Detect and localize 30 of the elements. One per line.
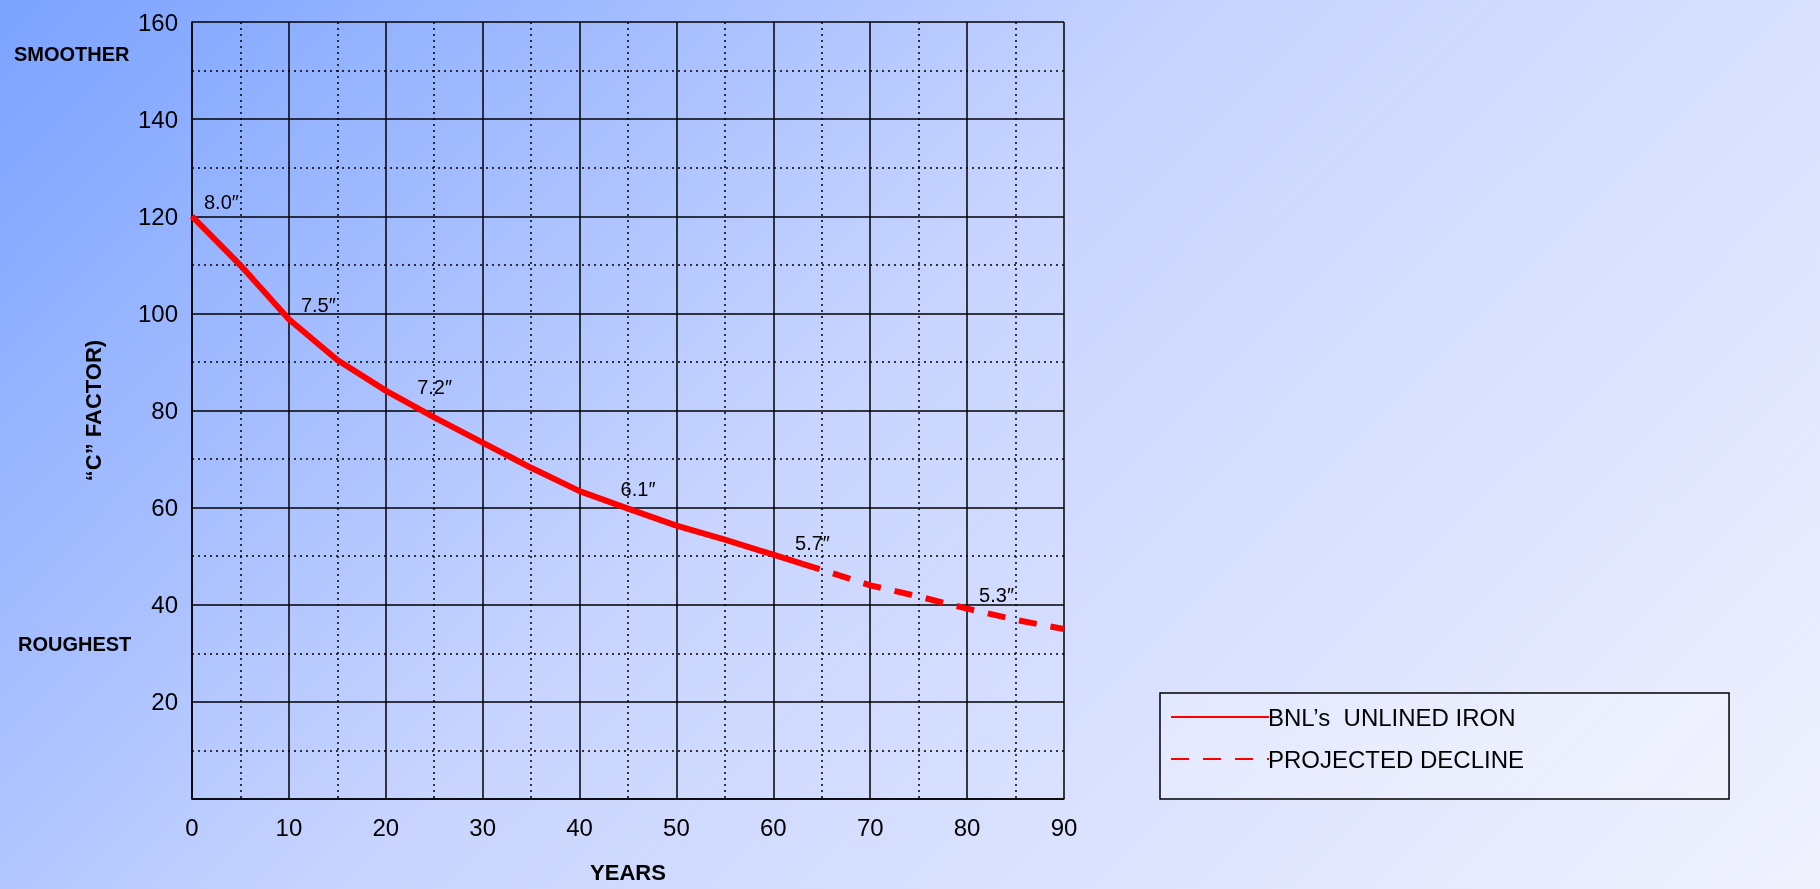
y-axis-title: “C” FACTOR) [80, 339, 106, 482]
x-tick-label: 10 [275, 813, 303, 841]
y-tick-label: 160 [137, 8, 178, 36]
annotation: 8.0″ [204, 191, 239, 214]
y-tick-label: 80 [151, 397, 178, 424]
text: ROUGHEST [18, 633, 132, 655]
y-tick-label: 60 [151, 494, 178, 522]
x-tick-label: 50 [663, 813, 690, 841]
y-tick-label: 100 [137, 299, 178, 327]
annotation: 7.5″ [300, 294, 336, 317]
x-axis-title: YEARS [590, 859, 666, 885]
y-tick-label: 140 [137, 105, 178, 133]
x-tick-label: 30 [469, 813, 497, 841]
x-tick-label: 40 [566, 813, 593, 841]
x-tick-label: 70 [856, 813, 884, 841]
legend-label: BNL’s UNLINED IRON [1268, 703, 1516, 731]
x-tick-label: 90 [1050, 813, 1078, 841]
y-tick-label: 120 [137, 202, 178, 230]
x-tick-label: 60 [759, 813, 787, 841]
x-tick-label: 20 [372, 813, 400, 841]
y-tick-label: 20 [151, 688, 178, 716]
y-tick-label: 40 [151, 591, 178, 619]
annotation: 7.2″ [417, 375, 453, 398]
annotation: 5.7″ [795, 532, 830, 555]
x-tick-label: 0 [185, 813, 199, 841]
text: SMOOTHER [14, 43, 131, 65]
legend-label: PROJECTED DECLINE [1268, 745, 1525, 773]
x-tick-label: 80 [953, 813, 981, 841]
annotation: 6.1″ [620, 477, 656, 500]
annotation: 5.3″ [979, 583, 1014, 606]
